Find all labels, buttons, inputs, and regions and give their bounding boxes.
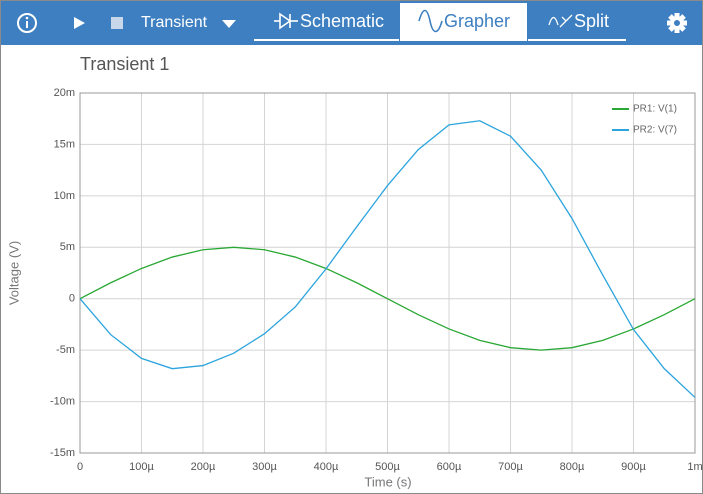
tab-label: Grapher (444, 11, 511, 31)
x-tick-label: 200µ (191, 461, 216, 473)
diode-icon (274, 12, 298, 30)
x-tick-label: 0 (77, 461, 83, 473)
x-tick-label: 300µ (252, 461, 277, 473)
plot-frame (79, 92, 696, 454)
y-tick-label: 10m (54, 190, 75, 202)
chart: Transient 1 Voltage (V) Time (s) -15m -10… (6, 54, 702, 490)
split-tab[interactable]: Split (528, 3, 626, 41)
y-tick-label: 15m (54, 138, 75, 150)
y-axis-label: Voltage (V) (6, 241, 21, 305)
x-axis-label: Time (s) (364, 474, 411, 489)
x-tick-label: 1m (687, 461, 702, 473)
grapher-tab[interactable]: Grapher (400, 3, 527, 41)
x-tick-label: 500µ (375, 461, 400, 473)
tab-label: Schematic (300, 11, 385, 31)
y-tick-label: -5m (56, 344, 75, 356)
wave-icon (418, 9, 443, 33)
settings-button[interactable] (663, 1, 693, 45)
y-tick-label: 5m (60, 241, 75, 253)
chart-title: Transient 1 (80, 54, 169, 74)
series-line (79, 120, 696, 398)
stop-button[interactable] (109, 1, 129, 45)
series-line (79, 246, 696, 351)
dropdown-arrow[interactable] (220, 1, 240, 45)
x-tick-label: 400µ (314, 461, 339, 473)
x-tick-label: 100µ (129, 461, 154, 473)
x-tick-label: 900µ (621, 461, 646, 473)
play-button[interactable] (71, 1, 91, 45)
y-tick-label: 20m (54, 87, 75, 99)
toolbar: Transient Schematic Grapher Split (1, 1, 702, 45)
y-tick-label: 0 (69, 293, 75, 305)
tab-label: Split (574, 11, 610, 31)
schematic-tab[interactable]: Schematic (254, 3, 399, 41)
x-tick-label: 800µ (560, 461, 585, 473)
legend-label: PR1: V(1) (633, 104, 677, 115)
x-tick-label: 700µ (498, 461, 523, 473)
y-tick-label: -10m (50, 395, 75, 407)
split-icon (548, 14, 573, 28)
legend-label: PR2: V(7) (633, 125, 677, 136)
mode-dropdown[interactable]: Transient (141, 14, 208, 31)
info-button[interactable] (13, 1, 53, 45)
y-tick-label: -15m (50, 447, 75, 459)
x-tick-label: 600µ (437, 461, 462, 473)
